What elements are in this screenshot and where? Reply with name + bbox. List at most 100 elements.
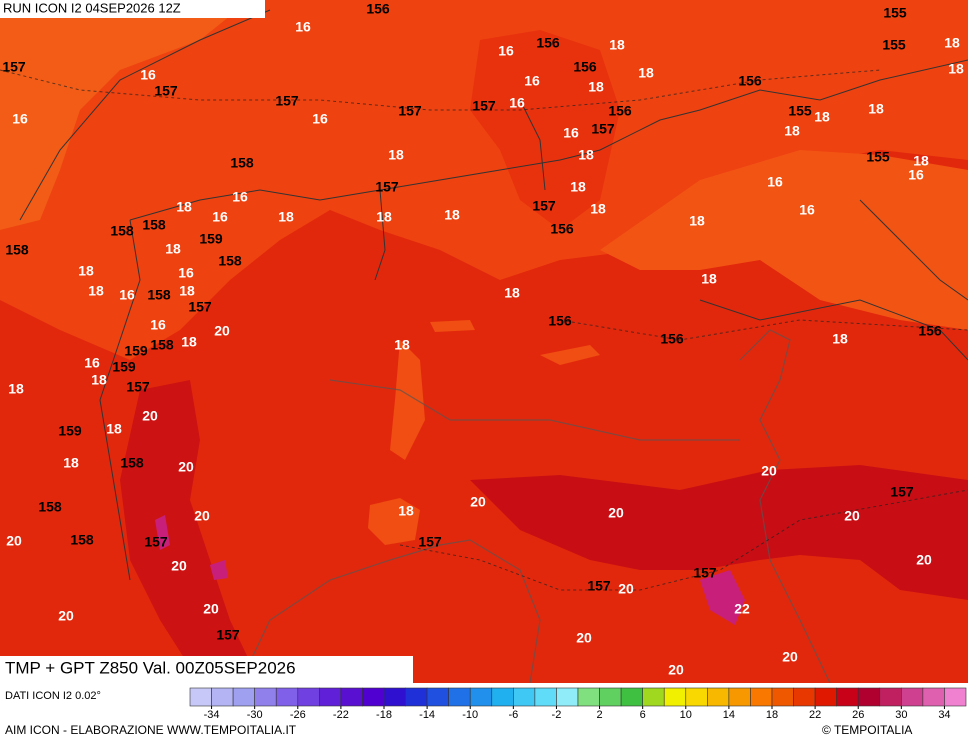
colorbar-swatch — [513, 687, 536, 707]
temperature-label: 16 — [563, 125, 579, 141]
geopotential-label: 157 — [472, 98, 496, 114]
temperature-label: 16 — [150, 317, 166, 333]
colorbar-swatch — [685, 687, 708, 707]
temperature-label: 20 — [916, 552, 932, 568]
colorbar-swatch — [297, 687, 320, 707]
geopotential-label: 156 — [536, 35, 560, 51]
temperature-label: 20 — [58, 608, 74, 624]
colorbar-tick-label: -18 — [376, 709, 392, 721]
coast-line — [239, 539, 541, 684]
temperature-label: 20 — [178, 459, 194, 475]
temperature-label: 18 — [784, 123, 800, 139]
colorbar-tick-label: -6 — [508, 709, 518, 721]
temperature-label: 18 — [88, 283, 104, 299]
geopotential-label: 157 — [154, 83, 178, 99]
geopotential-label: 159 — [58, 423, 82, 439]
temperature-label: 18 — [376, 209, 392, 225]
temperature-label: 20 — [576, 630, 592, 646]
temperature-label: 16 — [12, 111, 28, 127]
temperature-label: 18 — [78, 263, 94, 279]
credit-label: AIM ICON - ELABORAZIONE WWW.TEMPOITALIA.… — [5, 723, 297, 737]
field-light — [430, 320, 475, 332]
contour-line — [0, 69, 881, 111]
geopotential-label: 158 — [120, 455, 144, 471]
temperature-label: 18 — [832, 331, 848, 347]
temperature-label: 20 — [782, 649, 798, 665]
field-light — [600, 150, 968, 330]
temperature-label: 20 — [844, 508, 860, 524]
borders — [19, 9, 968, 581]
temperature-label: 18 — [165, 241, 181, 257]
colorbar-swatch — [189, 687, 212, 707]
product-box — [0, 656, 413, 684]
geopotential-contours — [0, 69, 968, 591]
source-label: DATI ICON I2 0.02° — [5, 690, 101, 702]
geopotential-label: 158 — [5, 242, 29, 258]
geopotential-label: 158 — [38, 499, 62, 515]
contour-line — [559, 319, 968, 341]
temperature-label: 16 — [799, 202, 815, 218]
temperature-label: 20 — [761, 463, 777, 479]
colorbar-swatch — [405, 687, 428, 707]
colorbar-tick-label: 10 — [680, 709, 692, 721]
colorbar-swatch — [491, 687, 514, 707]
temperature-label: 18 — [176, 199, 192, 215]
temperature-label: 16 — [232, 189, 248, 205]
colorbar-swatch — [275, 687, 299, 707]
colorbar-swatch — [836, 687, 859, 707]
temperature-label: 16 — [312, 111, 328, 127]
colorbar-swatch — [362, 687, 385, 707]
colorbar-swatch — [901, 687, 924, 707]
temperature-label: 18 — [578, 147, 594, 163]
colorbar-tick-label: -2 — [552, 709, 562, 721]
temperature-label: 16 — [84, 355, 100, 371]
geopotential-label: 157 — [375, 179, 399, 195]
temperature-label: 18 — [181, 334, 197, 350]
temperature-label: 18 — [689, 213, 705, 229]
geopotential-label: 157 — [587, 578, 611, 594]
geopotential-label: 156 — [573, 59, 597, 75]
temperature-label: 16 — [767, 174, 783, 190]
colorbar-tick-label: -10 — [462, 709, 478, 721]
temperature-label: 18 — [398, 503, 414, 519]
field-dark — [470, 465, 968, 600]
contour-line — [399, 489, 968, 591]
geopotential-label: 158 — [150, 337, 174, 353]
temperature-label: 16 — [178, 265, 194, 281]
coast-line — [739, 329, 831, 684]
geopotential-label: 158 — [147, 287, 171, 303]
colorbar-tick-label: 22 — [809, 709, 821, 721]
geopotential-label: 155 — [788, 103, 812, 119]
colorbar-swatch — [232, 687, 255, 707]
colorbar-tick-label: 6 — [640, 709, 646, 721]
temperature-label: 18 — [814, 109, 830, 125]
geopotential-label: 158 — [218, 253, 242, 269]
temperature-label: 20 — [203, 601, 219, 617]
colorbar-tick-label: -14 — [419, 709, 435, 721]
temperature-label: 20 — [214, 323, 230, 339]
geopotential-label: 157 — [275, 93, 299, 109]
temperature-label: 18 — [278, 209, 294, 225]
coast-line — [329, 379, 740, 441]
temperature-label: 16 — [119, 287, 135, 303]
temperature-label: 18 — [701, 271, 717, 287]
temperature-label: 16 — [524, 73, 540, 89]
coastline — [239, 329, 831, 684]
field-light — [0, 0, 250, 230]
temperature-label: 18 — [444, 207, 460, 223]
temperature-label: 18 — [106, 421, 122, 437]
temperature-label: 18 — [394, 337, 410, 353]
colorbar-swatch — [944, 687, 967, 707]
temperature-label: 18 — [8, 381, 24, 397]
colorbar-swatch — [340, 687, 363, 707]
temperature-label: 18 — [944, 35, 960, 51]
temperature-label: 16 — [509, 95, 525, 111]
colorbar-swatch — [254, 687, 277, 707]
geopotential-label: 156 — [738, 73, 762, 89]
colorbar-swatch — [534, 687, 557, 707]
temperature-label: 20 — [608, 505, 624, 521]
colorbar-swatch — [663, 687, 687, 707]
geopotential-label: 157 — [418, 534, 442, 550]
colorbar-swatch — [577, 687, 600, 707]
geopotential-label: 156 — [660, 331, 684, 347]
